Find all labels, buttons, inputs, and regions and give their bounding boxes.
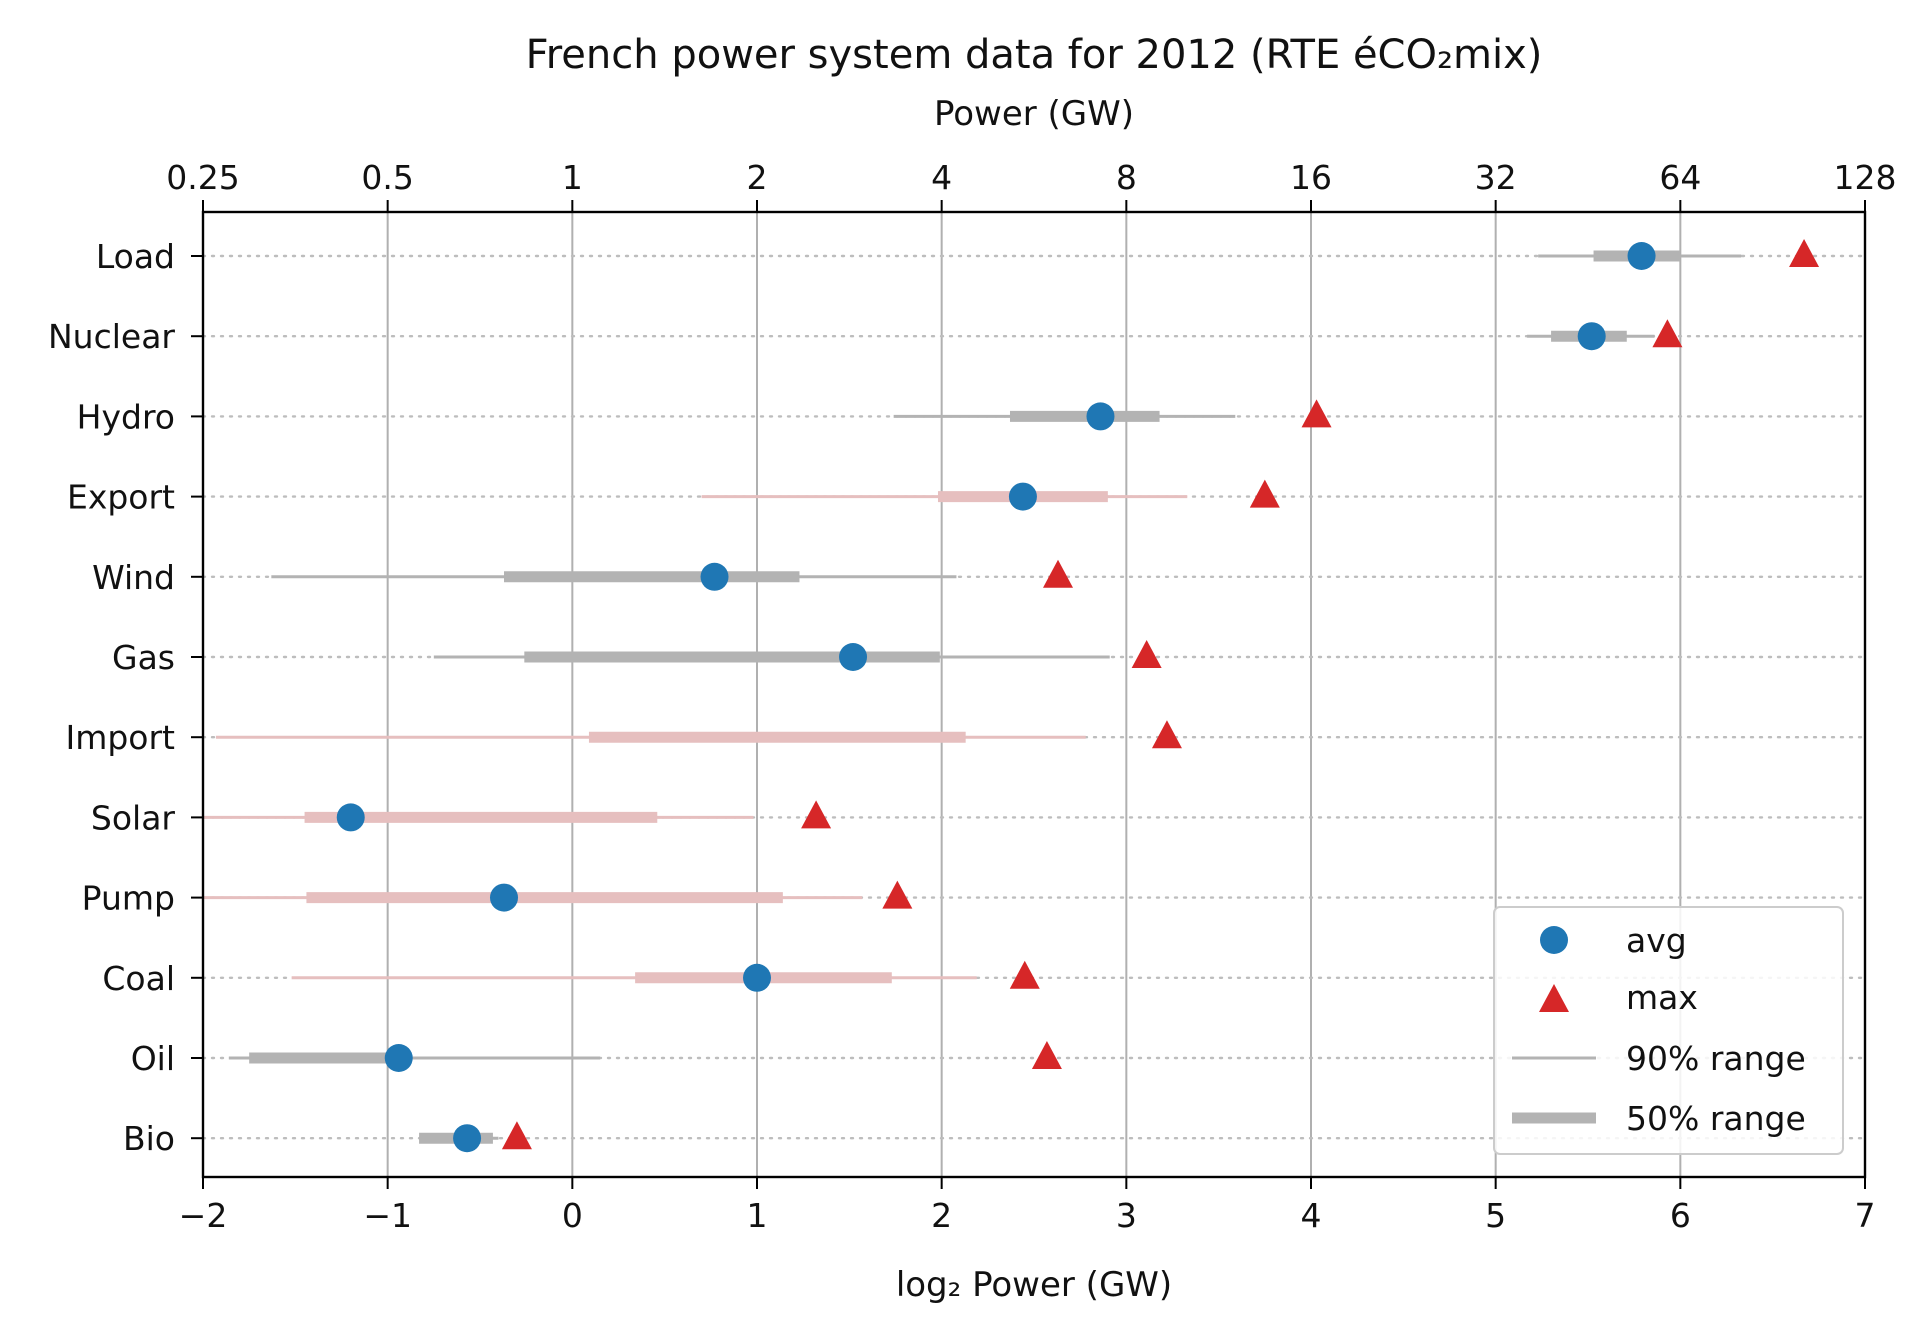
max-marker-load xyxy=(1789,239,1820,267)
x-tick-label-top: 32 xyxy=(1475,158,1517,197)
plot-frame xyxy=(201,210,1867,1179)
x-tick-label-bottom: 6 xyxy=(1670,1196,1691,1235)
avg-point-bio xyxy=(453,1124,482,1153)
avg-point-hydro xyxy=(1086,402,1115,431)
category-label-coal: Coal xyxy=(102,959,175,998)
max-marker-solar xyxy=(801,800,832,829)
x-tick-label-bottom: 7 xyxy=(1855,1196,1876,1235)
x-tick-label-top: 16 xyxy=(1290,158,1332,197)
avg-point-coal xyxy=(743,963,771,992)
chart-title: French power system data for 2012 (RTE é… xyxy=(526,32,1543,78)
max-marker-coal xyxy=(1009,960,1040,989)
avg-point-oil xyxy=(384,1044,413,1072)
max-marker-hydro xyxy=(1301,399,1332,428)
data-rows xyxy=(203,239,1820,1153)
legend-range50-label: 50% range xyxy=(1626,1099,1806,1138)
x-tick-label-bottom: −2 xyxy=(179,1196,228,1235)
max-marker-nuclear xyxy=(1652,319,1683,348)
x-tick-label-bottom: 5 xyxy=(1485,1196,1506,1235)
bottom-axis-label: log₂ Power (GW) xyxy=(896,1265,1172,1305)
category-label-hydro: Hydro xyxy=(77,397,175,436)
max-marker-gas xyxy=(1131,640,1162,668)
x-tick-label-bottom: 3 xyxy=(1116,1196,1137,1235)
legend-range90-label: 90% range xyxy=(1626,1039,1806,1078)
x-tick-label-top: 0.25 xyxy=(166,158,239,197)
category-label-pump: Pump xyxy=(82,879,175,918)
max-marker-pump xyxy=(882,880,913,909)
category-label-oil: Oil xyxy=(131,1039,175,1078)
avg-point-nuclear xyxy=(1577,322,1606,351)
x-tick-label-bottom: −1 xyxy=(363,1196,412,1235)
x-tick-label-top: 64 xyxy=(1659,158,1701,197)
category-label-nuclear: Nuclear xyxy=(48,317,175,356)
category-label-solar: Solar xyxy=(91,798,176,837)
category-label-import: Import xyxy=(65,718,175,757)
x-tick-label-top: 0.5 xyxy=(361,158,413,197)
legend-box xyxy=(1493,906,1844,1155)
avg-point-gas xyxy=(839,643,868,671)
x-tick-label-bottom: 4 xyxy=(1301,1196,1322,1235)
avg-point-solar xyxy=(336,803,365,832)
max-marker-wind xyxy=(1043,559,1074,588)
category-label-load: Load xyxy=(96,237,175,276)
x-tick-label-top: 1 xyxy=(562,158,583,197)
max-marker-oil xyxy=(1031,1041,1062,1069)
axis-ticks: −2 0.25 −1 0.5 0 1 1 2 2 4 3 8 4 16 5 32 6 64 7 128 xyxy=(166,158,1896,1235)
legend-max-marker xyxy=(1539,984,1569,1012)
legend-max-label: max xyxy=(1626,978,1698,1017)
max-marker-export xyxy=(1249,479,1280,508)
avg-point-wind xyxy=(700,562,729,591)
category-label-export: Export xyxy=(67,478,175,517)
x-tick-label-top: 4 xyxy=(931,158,952,197)
x-tick-label-top: 8 xyxy=(1116,158,1137,197)
top-axis-label: Power (GW) xyxy=(934,94,1134,134)
x-tick-label-top: 128 xyxy=(1834,158,1897,197)
legend-avg-marker xyxy=(1540,926,1568,954)
avg-point-pump xyxy=(490,883,519,912)
x-tick-label-bottom: 2 xyxy=(931,1196,952,1235)
category-label-wind: Wind xyxy=(92,558,175,597)
category-labels: Load Nuclear Hydro Export Wind Gas Import Solar… xyxy=(48,237,175,1158)
category-label-bio: Bio xyxy=(123,1119,175,1158)
avg-point-export xyxy=(1008,482,1037,511)
category-label-gas: Gas xyxy=(112,638,175,677)
avg-point-load xyxy=(1627,242,1656,270)
x-tick-label-bottom: 1 xyxy=(747,1196,768,1235)
x-tick-label-bottom: 0 xyxy=(562,1196,583,1235)
legend: avg max 90% range 50% range xyxy=(1493,906,1844,1155)
max-marker-import xyxy=(1151,720,1182,749)
x-tick-label-top: 2 xyxy=(747,158,768,197)
max-marker-bio xyxy=(501,1121,532,1150)
legend-avg-label: avg xyxy=(1626,921,1687,960)
